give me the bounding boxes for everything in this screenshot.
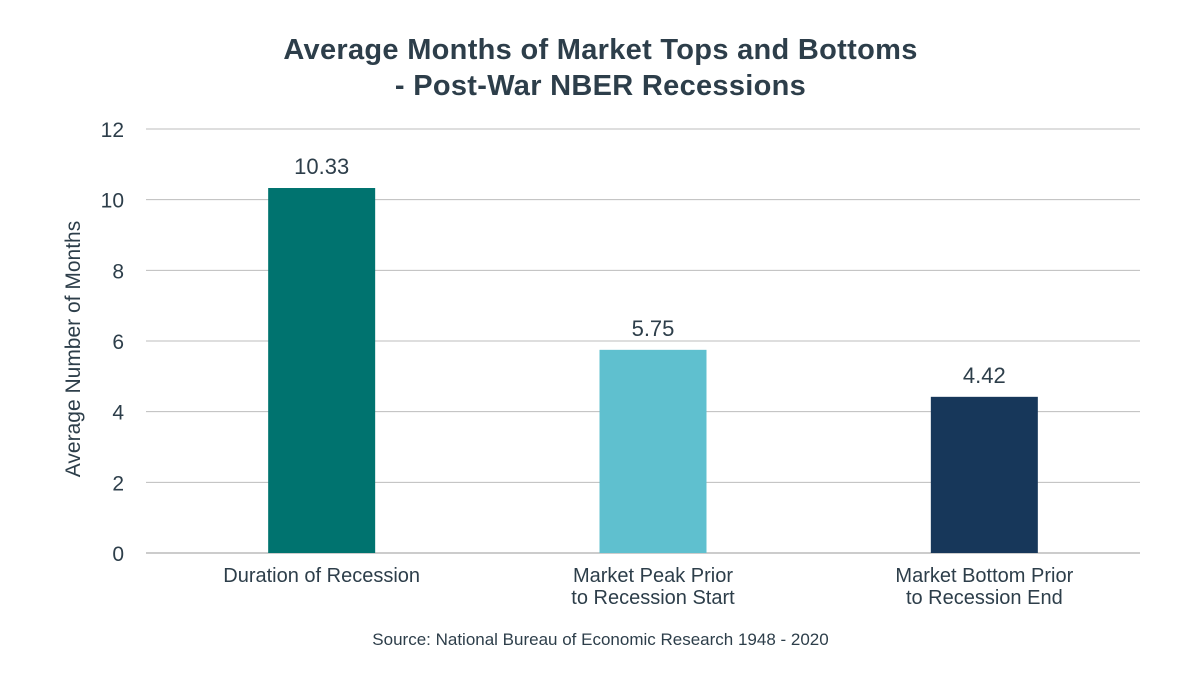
data-label: 10.33 [294,154,349,179]
y-tick-label: 10 [101,190,124,213]
chart-title-line-1: Average Months of Market Tops and Bottom… [283,34,918,66]
y-tick-label: 8 [112,260,124,283]
source-note: Source: National Bureau of Economic Rese… [372,630,829,649]
x-tick-label: Market Peak Prior to Recession Start [571,565,735,609]
bars [268,188,1038,554]
chart-title-line-2: - Post-War NBER Recessions [394,70,807,102]
y-tick-label: 12 [101,119,124,142]
y-axis-label: Average Number of Months [62,221,85,477]
data-labels: 10.33 5.75 4.42 [294,154,1006,388]
x-tick-labels: Duration of Recession Market Peak Prior to… [223,565,1073,609]
bar [930,396,1038,553]
y-tick-label: 2 [112,472,124,495]
y-tick-labels: 0 2 4 6 8 10 12 [101,119,125,566]
x-tick-label: Market Bottom Prior to Recession End [895,565,1073,609]
data-label: 4.42 [963,363,1006,388]
bar [599,349,707,553]
y-tick-label: 4 [112,402,124,425]
y-tick-label: 6 [112,331,124,354]
data-label: 5.75 [632,316,675,341]
bar [268,188,376,554]
y-tick-label: 0 [112,543,124,566]
chart-title: Average Months of Market Tops and Bottom… [0,32,1201,104]
x-tick-label: Duration of Recession [223,565,420,587]
